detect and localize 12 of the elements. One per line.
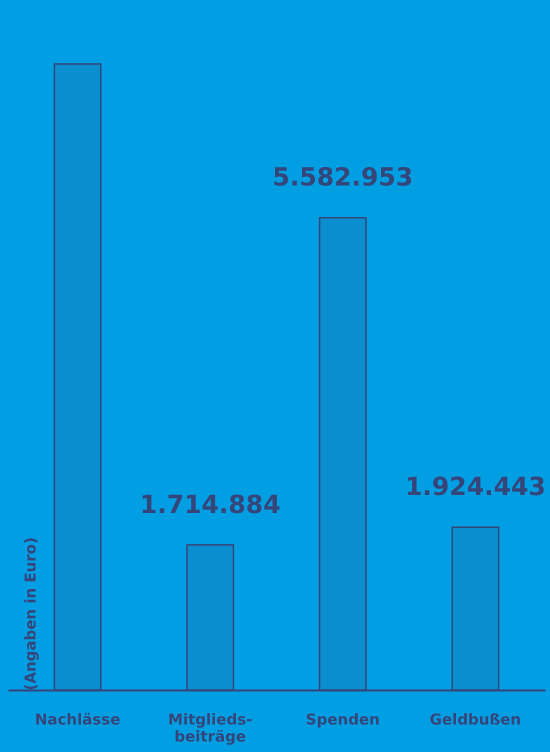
bar: [186, 544, 234, 691]
x-tick-label: Spenden: [306, 710, 380, 728]
bar: [54, 63, 102, 691]
x-tick-label: Mitglieds- beiträge: [168, 710, 252, 746]
data-label: 1.924.443: [405, 472, 546, 502]
x-tick-label: Geldbußen: [430, 710, 522, 728]
bar: [451, 526, 500, 691]
data-label: 1.714.884: [140, 490, 281, 519]
y-axis-title: (Angaben in Euro): [22, 537, 40, 690]
x-tick-label: Nachlässe: [34, 710, 120, 728]
data-label: 5.582.953: [272, 162, 414, 192]
bar: [318, 216, 367, 691]
